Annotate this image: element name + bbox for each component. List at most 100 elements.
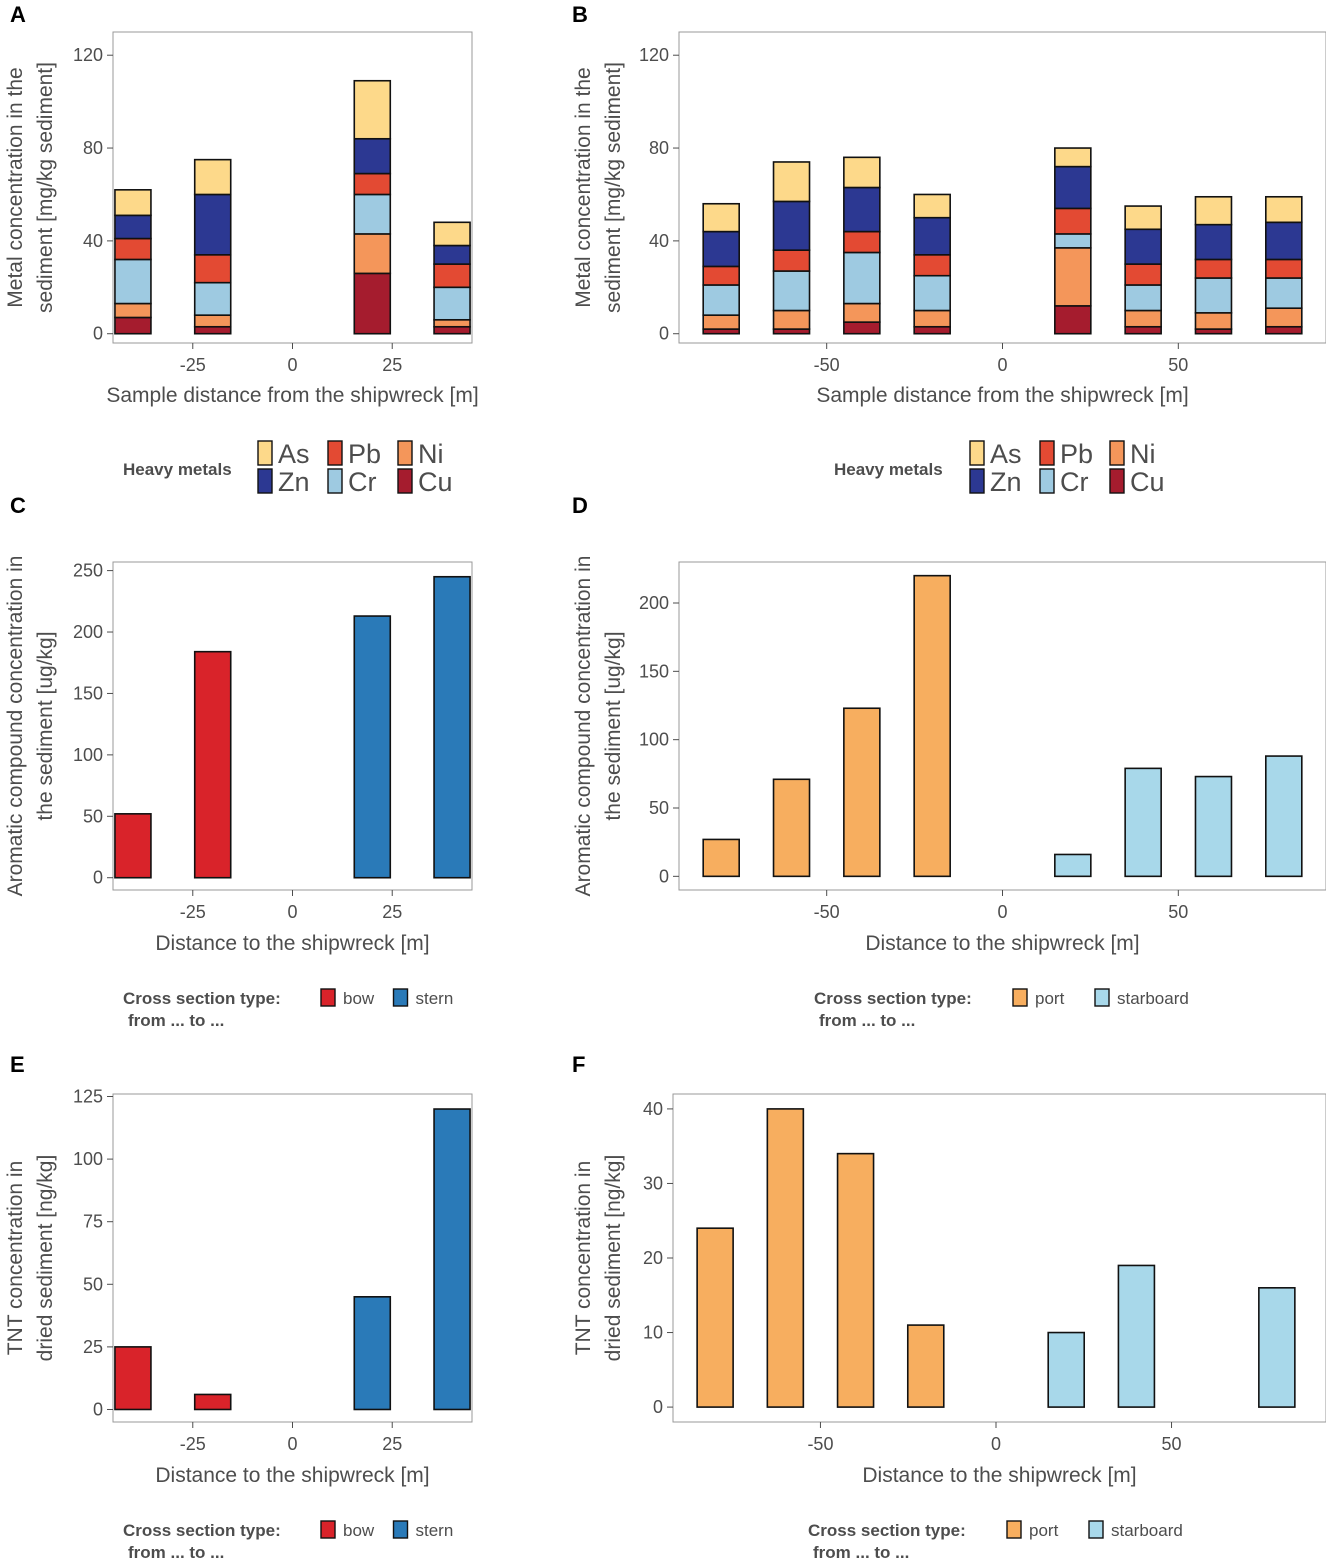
bar-segment-cr [913, 274, 951, 312]
bar-segment-zn [1054, 165, 1092, 210]
y-axis-label: dried sediment [ng/kg] [34, 1155, 57, 1362]
y-tick-label: 40 [649, 231, 669, 251]
bar-starboard [1117, 1264, 1156, 1408]
bar-segment-as [433, 221, 471, 247]
bar-segment-as [1194, 195, 1233, 226]
bar-stern [353, 615, 392, 879]
x-tick-label: 0 [997, 902, 1007, 922]
y-tick-label: 0 [93, 1399, 103, 1419]
y-axis-label: the sediment [ug/kg] [602, 631, 625, 820]
legend-label-as: As [278, 439, 310, 469]
x-tick-label: 25 [382, 902, 402, 922]
x-tick-label: 0 [997, 355, 1007, 375]
x-tick-label: -50 [807, 1434, 833, 1454]
bar-bow [114, 813, 152, 879]
bar-port [836, 1152, 875, 1408]
bar-starboard [1194, 775, 1233, 878]
bar-segment-pb [193, 254, 232, 284]
bar-segment-as [1054, 147, 1092, 168]
bar-segment-cu [193, 325, 232, 335]
legend-title: Cross section type: [808, 1521, 966, 1540]
plot-frame [112, 31, 473, 344]
bar-stern [433, 575, 471, 879]
bar-segment-pb [702, 265, 740, 286]
bar-segment-zn [913, 216, 951, 256]
bar-segment-ni [772, 309, 811, 330]
bar-segment-cr [772, 270, 811, 312]
x-tick-label: 25 [382, 1434, 402, 1454]
panel-label: D [572, 493, 588, 518]
bar-bow [114, 1346, 152, 1411]
y-axis-label: Metal concentration in the [572, 67, 595, 307]
legend-title: Cross section type: [123, 1521, 281, 1540]
panel-label: E [10, 1052, 25, 1077]
legend-label-ni: Ni [1130, 439, 1156, 469]
y-tick-label: 200 [639, 593, 669, 613]
y-axis-label: sediment [mg/kg sediment] [602, 62, 625, 313]
bar-segment-ni [843, 302, 881, 323]
bar-segment-pb [1265, 258, 1303, 279]
bar-segment-cu [114, 316, 152, 335]
panel-b: B 0 40 80 120 -50 0 50 Sample distance from the … [572, 2, 1326, 497]
x-tick-label: 0 [287, 902, 297, 922]
y-tick-label: 100 [73, 745, 103, 765]
legend-title: Heavy metals [123, 460, 232, 479]
plot-frame [112, 561, 473, 891]
bar-segment-ni [1054, 247, 1092, 307]
bar-segment-cr [193, 281, 232, 316]
bar-segment-ni [913, 309, 951, 328]
y-tick-label: 50 [649, 798, 669, 818]
bar-segment-pb [353, 172, 392, 196]
legend-swatch-cu [397, 468, 413, 494]
legend-title-sub: from ... to ... [813, 1543, 909, 1558]
x-tick-label: -50 [814, 355, 840, 375]
x-axis-label: Sample distance from the shipwreck [m] [106, 384, 478, 407]
bar-segment-pb [772, 249, 811, 272]
bar-segment-zn [353, 137, 392, 175]
legend-swatch-ni [397, 440, 413, 466]
bar-segment-cu [913, 325, 951, 335]
bar-segment-as [913, 193, 951, 219]
bar-starboard [1054, 853, 1092, 878]
bar-segment-zn [772, 200, 811, 251]
y-tick-label: 150 [639, 661, 669, 681]
panel-d: D 0 50 100 150 200 -50 0 50 Distance to the shipw… [572, 493, 1326, 1030]
y-tick-label: 0 [659, 324, 669, 344]
legend-swatch-bow [320, 1520, 336, 1539]
bar-segment-cr [114, 258, 152, 305]
x-axis-label: Distance to the shipwreck [m] [155, 932, 429, 955]
bar-segment-cr [1124, 284, 1162, 312]
bar-segment-cu [1054, 305, 1092, 335]
x-tick-label: -25 [180, 355, 206, 375]
legend-swatch-ni [1109, 440, 1125, 466]
legend: Heavy metals As Pb Ni Zn Cr Cu [834, 439, 1165, 497]
legend-swatch-as [257, 440, 273, 466]
y-axis-label: TNT concentration in [572, 1161, 595, 1356]
y-tick-label: 0 [93, 324, 103, 344]
legend: Cross section type: from ... to ... bow ste… [123, 988, 453, 1030]
y-tick-label: 200 [73, 622, 103, 642]
bar-bow [193, 650, 232, 879]
bar-segment-zn [433, 244, 471, 265]
legend-swatch-bow [320, 988, 336, 1007]
bar-port [843, 707, 881, 878]
x-tick-label: -25 [180, 1434, 206, 1454]
x-tick-label: 0 [287, 355, 297, 375]
bar-segment-cu [1265, 325, 1303, 335]
bar-segment-as [353, 79, 392, 140]
legend-swatch-cr [327, 468, 343, 494]
legend-title-sub: from ... to ... [819, 1011, 915, 1030]
y-tick-label: 10 [643, 1323, 663, 1343]
y-axis-label: Aromatic compound concentration in [572, 556, 595, 897]
bar-segment-cr [1194, 277, 1233, 314]
bar-segment-as [1265, 195, 1303, 224]
bar-segment-zn [843, 186, 881, 233]
x-tick-label: -25 [180, 902, 206, 922]
legend-swatch-stern [392, 1520, 409, 1539]
bar-segment-pb [913, 254, 951, 277]
legend: Heavy metals As Pb Ni Zn Cr Cu [123, 439, 453, 497]
legend-label-cr: Cr [1060, 467, 1089, 497]
y-tick-label: 20 [643, 1248, 663, 1268]
y-tick-label: 80 [83, 138, 103, 158]
y-axis-label: the sediment [ug/kg] [34, 631, 57, 820]
